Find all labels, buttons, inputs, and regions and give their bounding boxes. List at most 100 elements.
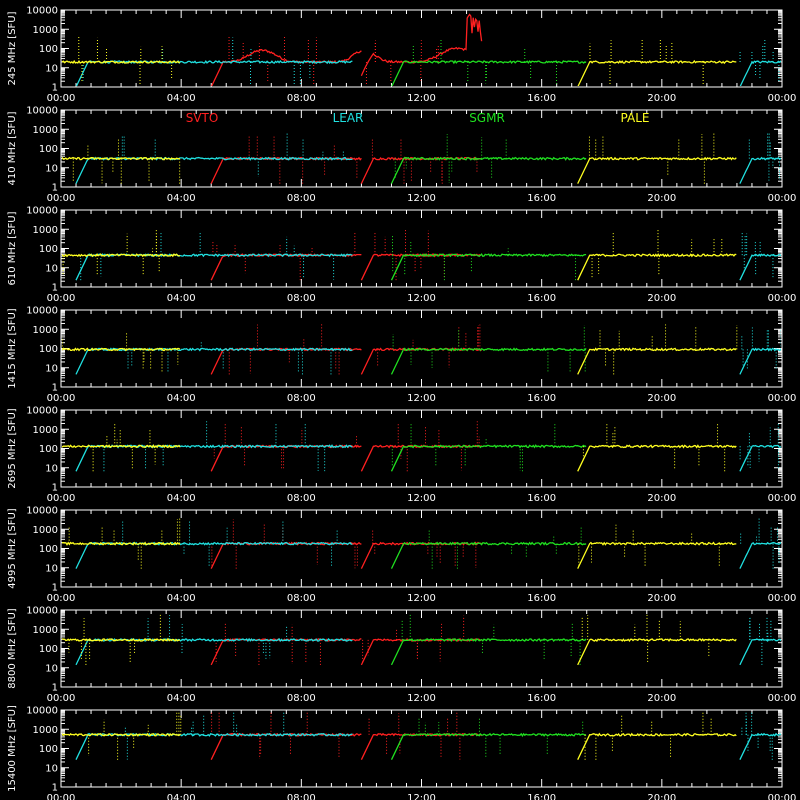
y-axis-label: 245 MHz [SFU] (7, 11, 18, 85)
y-tick-label: 1 (52, 583, 58, 594)
y-tick-label: 10 (45, 263, 58, 274)
panel-frame (60, 9, 783, 88)
series-line-lear (75, 347, 353, 375)
y-tick-label: 100 (39, 44, 58, 55)
x-tick-label: 08:00 (287, 593, 316, 604)
panel-frame (60, 409, 783, 488)
y-tick-label: 10 (45, 163, 58, 174)
y-tick-label: 10 (45, 763, 58, 774)
x-tick-label: 00:00 (47, 93, 76, 104)
y-axis-label: 410 MHz [SFU] (7, 111, 18, 185)
panel-0: 1 10 100 1000 10000 00:00 04:00 08:00 12:00 16:00… (7, 6, 796, 105)
series-line-lear (75, 253, 353, 281)
series-group (62, 323, 781, 376)
series-line-pale (62, 347, 181, 352)
y-tick-label: 1000 (33, 425, 58, 436)
y-tick-label: 1 (52, 83, 58, 94)
series-line-lear (739, 60, 781, 86)
x-tick-label: 00:00 (47, 493, 76, 504)
x-tick-label: 00:00 (47, 193, 76, 204)
x-tick-label: 00:00 (768, 193, 797, 204)
series-group (62, 132, 781, 185)
series-line-lear (75, 541, 353, 569)
y-axis-label: 2695 MHz [SFU] (7, 408, 18, 489)
series-line-pale (577, 638, 737, 666)
series-line-lear (75, 59, 353, 86)
x-tick-label: 12:00 (407, 593, 436, 604)
x-tick-label: 04:00 (167, 593, 196, 604)
y-axis-label: 4995 MHz [SFU] (7, 508, 18, 589)
y-tick-label: 1 (52, 283, 58, 294)
x-tick-label: 04:00 (167, 93, 196, 104)
y-axis-label: 8800 MHz [SFU] (7, 608, 18, 689)
x-tick-label: 00:00 (47, 293, 76, 304)
y-tick-label: 1000 (33, 325, 58, 336)
series-line-lear (739, 732, 781, 760)
panel-4: 1 10 100 1000 10000 00:00 04:00 08:00 12:00 16:00… (7, 406, 796, 505)
x-tick-label: 00:00 (768, 793, 797, 800)
x-tick-label: 20:00 (647, 693, 676, 704)
panel-frame (60, 209, 783, 288)
y-tick-label: 100 (39, 644, 58, 655)
y-tick-label: 100 (39, 144, 58, 155)
x-tick-label: 16:00 (527, 393, 556, 404)
series-group (62, 517, 781, 570)
series-group (62, 421, 781, 473)
panel-1: 1 10 100 1000 10000 00:00 04:00 08:00 12:00 16:00… (7, 106, 796, 205)
x-tick-label: 20:00 (647, 393, 676, 404)
series-line-pale (577, 59, 737, 86)
y-tick-label: 10 (45, 63, 58, 74)
x-tick-label: 08:00 (287, 393, 316, 404)
x-tick-label: 12:00 (407, 793, 436, 800)
panel-frame (60, 709, 783, 788)
series-line-svto (210, 638, 362, 666)
x-tick-label: 00:00 (47, 593, 76, 604)
x-tick-label: 20:00 (647, 293, 676, 304)
panel-6: 1 10 100 1000 10000 00:00 04:00 08:00 12:00 16:00… (7, 606, 796, 705)
series-line-sgmr (391, 59, 587, 86)
series-line-svto (360, 637, 482, 666)
x-tick-label: 08:00 (287, 93, 316, 104)
x-tick-label: 00:00 (768, 93, 797, 104)
x-tick-label: 16:00 (527, 493, 556, 504)
legend-sgmr: SGMR (469, 111, 505, 125)
series-line-pale (577, 732, 737, 760)
y-tick-label: 10 (45, 563, 58, 574)
x-tick-label: 20:00 (647, 93, 676, 104)
y-tick-label: 10000 (26, 306, 58, 317)
x-tick-label: 16:00 (527, 693, 556, 704)
series-group (62, 711, 781, 761)
y-tick-label: 10 (45, 663, 58, 674)
series-line-svto (210, 156, 362, 184)
series-line-svto (360, 444, 482, 472)
y-tick-label: 10000 (26, 506, 58, 517)
panel-2: 1 10 100 1000 10000 00:00 04:00 08:00 12:00 16:00… (7, 206, 796, 305)
y-tick-label: 1000 (33, 125, 58, 136)
series-line-pale (577, 253, 737, 281)
legend-lear: LEAR (333, 111, 364, 125)
y-tick-label: 1 (52, 183, 58, 194)
y-tick-label: 1 (52, 783, 58, 794)
x-tick-label: 00:00 (768, 593, 797, 604)
series-line-pale (577, 156, 737, 184)
y-tick-label: 1000 (33, 625, 58, 636)
x-tick-label: 20:00 (647, 593, 676, 604)
series-group (62, 614, 781, 666)
y-tick-label: 10000 (26, 406, 58, 417)
series-line-pale (577, 444, 737, 472)
x-tick-label: 16:00 (527, 593, 556, 604)
panel-7: 1 10 100 1000 10000 00:00 04:00 08:00 12:00 16:00… (7, 705, 796, 800)
x-tick-label: 08:00 (287, 293, 316, 304)
series-line-svto (210, 49, 362, 86)
y-tick-label: 10000 (26, 606, 58, 617)
panel-3: 1 10 100 1000 10000 00:00 04:00 08:00 12:00 16:00… (7, 306, 796, 405)
y-tick-label: 10 (45, 363, 58, 374)
panel-frame (60, 109, 783, 188)
series-line-pale (62, 541, 181, 546)
series-line-pale (577, 347, 737, 375)
x-tick-label: 08:00 (287, 193, 316, 204)
series-line-lear (75, 156, 353, 184)
x-tick-label: 12:00 (407, 693, 436, 704)
x-tick-label: 16:00 (527, 193, 556, 204)
